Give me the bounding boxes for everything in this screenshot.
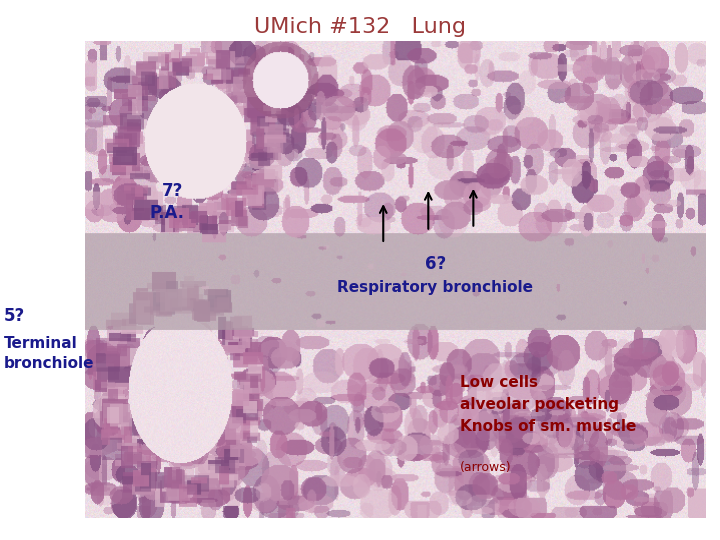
Text: P.A.: P.A. [150,204,184,222]
Text: Respiratory bronchiole: Respiratory bronchiole [338,280,534,295]
Text: 5?: 5? [4,307,25,325]
Text: 7?: 7? [163,182,184,200]
Text: UMich #132   Lung: UMich #132 Lung [254,17,466,37]
Text: 6?: 6? [425,255,446,273]
Text: (arrows): (arrows) [460,461,512,474]
Text: Terminal
bronchiole: Terminal bronchiole [4,336,94,371]
Text: Low cells
alveolar pocketing
Knobs of sm. muscle: Low cells alveolar pocketing Knobs of sm… [460,375,636,434]
